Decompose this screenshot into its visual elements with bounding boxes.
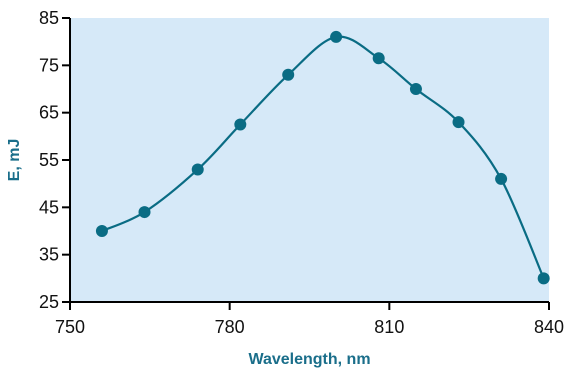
data-point (191, 163, 204, 176)
y-tick-label: 55 (39, 150, 59, 170)
y-ticks: 25 35 45 55 65 75 85 (39, 8, 70, 312)
x-ticks: 750 780 810 840 (55, 302, 564, 337)
data-point (95, 225, 108, 237)
data-point (330, 30, 343, 43)
data-point (495, 172, 508, 185)
x-axis-title: Wavelength, nm (248, 351, 370, 368)
y-tick-label: 25 (39, 292, 59, 312)
data-point (282, 68, 295, 81)
y-axis-title: E, mJ (6, 139, 23, 182)
data-point (452, 116, 465, 129)
y-tick-label: 75 (39, 55, 59, 75)
y-tick-label: 65 (39, 103, 59, 123)
data-point (138, 206, 151, 219)
x-tick-label: 750 (55, 317, 85, 337)
data-point (372, 52, 385, 65)
series-points (95, 30, 550, 285)
data-point (234, 118, 247, 131)
y-tick-label: 85 (39, 8, 59, 28)
data-point (409, 83, 422, 95)
x-tick-label: 810 (374, 317, 404, 337)
x-tick-label: 840 (534, 317, 564, 337)
y-tick-label: 35 (39, 245, 59, 265)
x-tick-label: 780 (215, 317, 245, 337)
plot-area (70, 18, 549, 302)
data-point (537, 272, 550, 285)
y-tick-label: 45 (39, 197, 59, 217)
